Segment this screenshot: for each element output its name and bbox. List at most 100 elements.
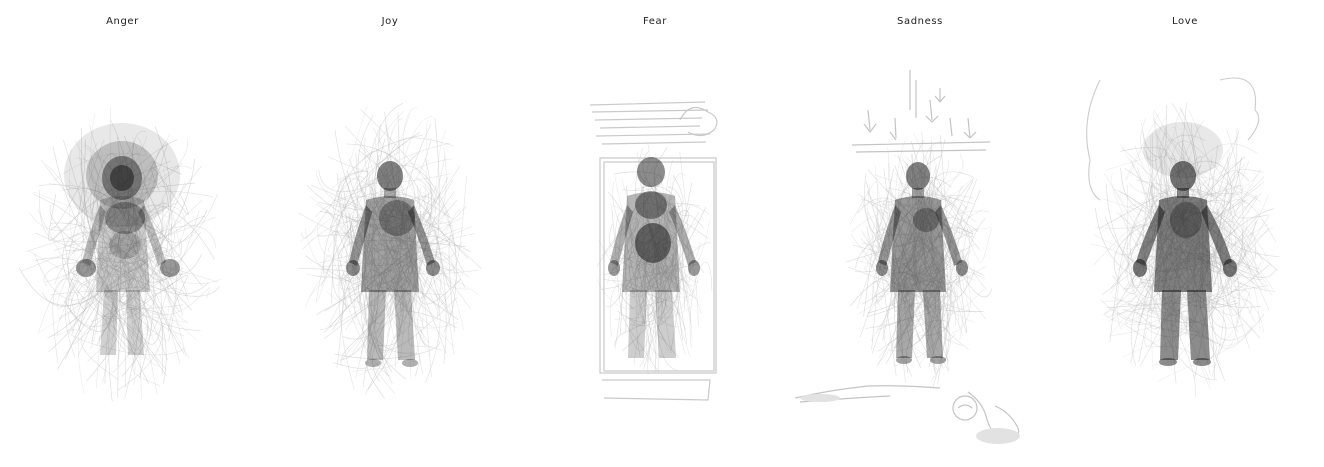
pencil-scribble <box>648 219 679 314</box>
pencil-scribble <box>109 107 185 337</box>
pencil-scribble <box>633 202 664 288</box>
pencil-scribble <box>877 135 952 331</box>
pencil-scribble <box>67 139 134 346</box>
pencil-scribble <box>617 226 696 248</box>
pencil-scribble <box>645 198 682 268</box>
pencil-scribble <box>342 297 415 395</box>
pencil-scribble <box>373 128 467 271</box>
pencil-scribble <box>369 182 408 311</box>
pencil-scribble <box>617 217 644 289</box>
pencil-scribble <box>64 215 206 251</box>
pencil-scribble <box>50 180 83 289</box>
pencil-scribble <box>381 189 459 329</box>
pencil-scribble <box>407 195 441 384</box>
pencil-scribble <box>324 205 467 339</box>
pencil-scribble <box>642 273 652 363</box>
pencil-scribble <box>356 165 461 257</box>
pencil-scribble <box>876 264 938 370</box>
pencil-scribble <box>327 171 371 252</box>
pencil-scribble <box>883 198 935 286</box>
pencil-scribble <box>383 218 472 253</box>
pencil-scribble <box>73 201 179 345</box>
pencil-scribble <box>861 198 969 350</box>
pencil-scribble <box>646 290 679 306</box>
pencil-scribble <box>371 202 466 288</box>
pencil-scribble <box>874 243 976 298</box>
pencil-scribble <box>73 150 125 243</box>
pencil-scribble <box>893 178 978 349</box>
pencil-scribble <box>851 212 912 264</box>
pencil-scribble <box>640 304 665 342</box>
pencil-scribble <box>940 271 976 298</box>
pencil-scribble <box>326 208 361 327</box>
pencil-scribble <box>361 186 430 355</box>
pencil-scribble <box>112 199 203 274</box>
pencil-scribble <box>110 119 138 245</box>
pencil-scribble <box>339 199 458 290</box>
pencil-scribble <box>882 196 954 234</box>
pencil-scribble <box>38 184 141 239</box>
pencil-scribble <box>29 133 170 231</box>
pencil-scribble <box>43 262 148 333</box>
pencil-scribble <box>344 236 415 378</box>
pencil-scribble <box>321 189 365 267</box>
pencil-scribble <box>679 151 692 273</box>
pencil-scribble <box>1104 199 1277 315</box>
pencil-scribble <box>1170 160 1232 267</box>
pencil-scribble <box>130 274 188 333</box>
pencil-scribble <box>57 184 146 309</box>
pencil-scribble <box>912 238 951 347</box>
pencil-scribble <box>324 247 447 333</box>
pencil-scribble <box>21 139 105 272</box>
pencil-scribble <box>894 277 910 349</box>
pencil-scribble <box>109 193 218 256</box>
pencil-scribble <box>885 140 944 261</box>
pencil-scribble <box>871 281 925 310</box>
pencil-scribble <box>112 201 146 374</box>
pencil-scribble <box>908 216 954 309</box>
pencil-scribble <box>361 240 388 377</box>
pencil-scribble <box>921 223 952 293</box>
pencil-scribble <box>1116 126 1176 330</box>
pencil-scribble <box>895 137 975 323</box>
pencil-scribble <box>1095 132 1168 229</box>
pencil-scribble <box>913 141 942 283</box>
pencil-scribble <box>330 134 423 228</box>
pencil-scribble <box>897 303 984 325</box>
pencil-scribble <box>406 187 422 302</box>
pencil-scribble <box>139 334 158 399</box>
pencil-scribble <box>363 232 419 388</box>
pencil-scribble <box>338 206 428 389</box>
pencil-scribble <box>1106 183 1242 307</box>
pencil-scribble <box>864 173 918 247</box>
pencil-scribble <box>1167 127 1238 196</box>
pencil-scribble <box>365 174 443 266</box>
pencil-scribble <box>1162 156 1242 199</box>
pencil-scribble <box>50 222 154 307</box>
pencil-scribble <box>394 185 422 255</box>
pencil-scribble <box>874 219 967 303</box>
pencil-scribble <box>905 189 981 373</box>
pencil-scribble <box>890 184 923 284</box>
pencil-scribble <box>40 148 94 332</box>
pencil-scribble <box>407 211 442 351</box>
pencil-scribble <box>90 162 183 328</box>
pencil-scribble <box>355 191 438 263</box>
pencil-scribble <box>862 259 920 305</box>
pencil-scribble <box>62 187 201 284</box>
pencil-scribble <box>856 240 945 309</box>
pencil-scribble <box>336 258 421 369</box>
pencil-scribble <box>368 240 446 313</box>
pencil-scribble <box>117 262 160 371</box>
pencil-scribble <box>124 161 170 279</box>
pencil-scribble <box>956 204 963 327</box>
pencil-scribble <box>390 234 463 278</box>
pencil-scribble <box>392 191 455 266</box>
pencil-scribble <box>912 208 984 284</box>
pencil-scribble <box>858 263 958 315</box>
pencil-scribble <box>617 263 667 323</box>
pencil-scribble <box>67 329 185 356</box>
figure-label-anger: Anger <box>106 16 139 27</box>
pencil-scribble <box>866 180 974 318</box>
pencil-scribble <box>340 217 401 366</box>
